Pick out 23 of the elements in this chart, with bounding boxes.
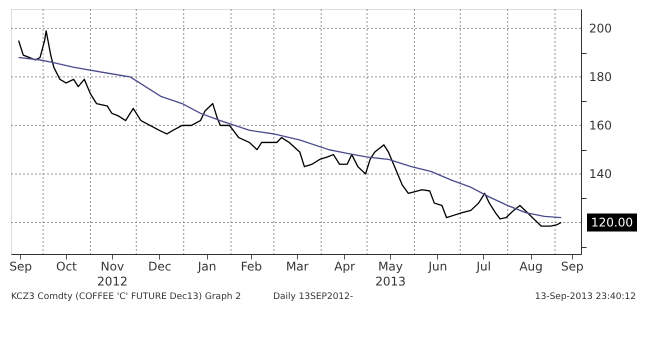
x-tick-label: Oct [56, 260, 78, 274]
text: 120.00 [591, 215, 633, 230]
x-tick-label: Nov 2012 [97, 260, 128, 288]
x-tick-label: Jul [475, 260, 491, 274]
y-tick-label: 200 [589, 21, 612, 36]
x-tick-label: Mar [286, 260, 309, 274]
x-tick-label: Feb [240, 260, 262, 274]
x-tick-label: Aug [519, 260, 543, 274]
text: KCZ3 Comdty (COFFEE 'C' FUTURE Dec13) Graph 2 [11, 292, 242, 302]
x-tick-label: Jun [427, 260, 448, 274]
y-tick-label: 180 [589, 70, 612, 84]
text: Daily 13SEP2012- [273, 292, 354, 302]
y-tick-label: 140 [589, 166, 612, 181]
x-tick-label: Dec [148, 260, 172, 274]
x-tick-label: Sep [561, 260, 584, 274]
x-tick-label: Apr [334, 260, 356, 274]
line-series [18, 30, 562, 227]
text: 13-Sep-2013 23:40:12 [534, 292, 636, 302]
x-tick-label: May 2013 [375, 260, 406, 288]
line-series [18, 56, 562, 218]
x-tick-label: Sep [9, 260, 32, 274]
x-tick-label: Jan [196, 260, 216, 274]
y-tick-label: 160 [589, 118, 612, 132]
